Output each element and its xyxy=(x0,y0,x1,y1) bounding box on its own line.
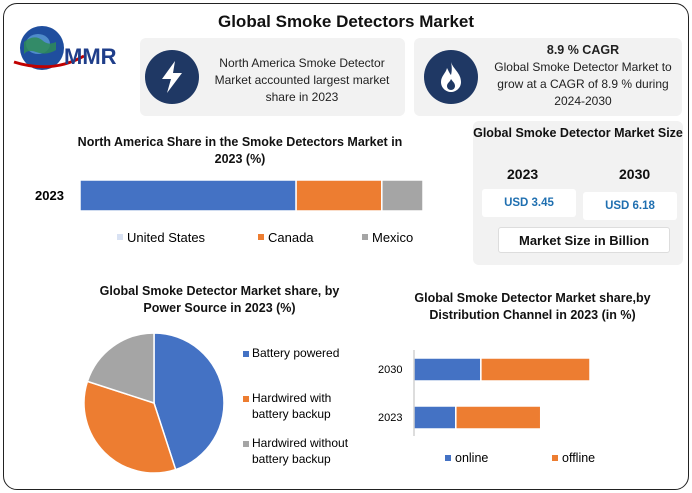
chart3-title: Global Smoke Detector Market share,by Di… xyxy=(414,291,651,322)
value-2023: USD 3.45 xyxy=(482,189,576,217)
chart1-legend-label-0: United States xyxy=(127,230,206,245)
year-2030-label: 2030 xyxy=(619,166,651,182)
year-2023-label: 2023 xyxy=(507,166,539,182)
chart2-legend-label-0: Battery powered xyxy=(252,346,339,360)
cagr-card: 8.9 % CAGR Global Smoke Detector Market … xyxy=(414,38,682,116)
chart3-category-label-2023: 2023 xyxy=(378,412,402,424)
chart2-legend-label-1-line2: battery backup xyxy=(252,407,331,421)
flame-icon xyxy=(424,50,478,104)
chart1-category-label: 2023 xyxy=(35,188,64,203)
chart2-slice-0 xyxy=(153,332,225,471)
chart1-bar-united-states xyxy=(79,179,297,212)
mmr-logo: MMR xyxy=(13,26,117,70)
chart3-bar-2030-offline xyxy=(480,357,591,382)
chart1-legend-swatch-0 xyxy=(117,234,123,240)
chart2-legend-swatch-2 xyxy=(243,441,249,447)
north-america-card: North America Smoke Detector Market acco… xyxy=(140,38,405,116)
chart2-slice-1 xyxy=(83,380,177,474)
chart1-legend-label-1: Canada xyxy=(268,230,314,245)
chart2-legend-swatch-0 xyxy=(243,351,249,357)
chart2-legend-label-2: Hardwired without xyxy=(252,436,349,450)
chart1-title: North America Share in the Smoke Detecto… xyxy=(77,135,403,166)
chart3-bar-2030-online xyxy=(413,357,482,382)
cagr-text-block: 8.9 % CAGR Global Smoke Detector Market … xyxy=(490,42,676,110)
chart3-legend-label-0: online xyxy=(455,451,488,465)
chart3-bar-2023-offline xyxy=(455,405,542,430)
chart1-legend-swatch-1 xyxy=(258,234,264,240)
chart3-legend-swatch-1 xyxy=(552,455,558,461)
lightning-icon xyxy=(145,50,199,104)
chart2-legend-swatch-1 xyxy=(243,396,249,402)
cagr-text: Global Smoke Detector Market to grow at … xyxy=(494,60,672,108)
north-america-text: North America Smoke Detector Market acco… xyxy=(214,56,390,104)
page-title: Global Smoke Detectors Market xyxy=(217,12,475,31)
market-size-title: Global Smoke Detector Market Size xyxy=(473,126,683,140)
chart3-category-label-2030: 2030 xyxy=(378,364,402,376)
chart1-legend-label-2: Mexico xyxy=(372,230,413,245)
chart3-bar-2023-online xyxy=(413,405,457,430)
value-2030: USD 6.18 xyxy=(583,192,677,220)
chart1-bar-mexico xyxy=(381,179,424,212)
chart2-slice-2 xyxy=(86,332,155,405)
chart3-legend-swatch-0 xyxy=(445,455,451,461)
market-size-unit: Market Size in Billion xyxy=(498,227,670,253)
cagr-headline: 8.9 % CAGR xyxy=(546,43,620,57)
chart1-legend-swatch-2 xyxy=(362,234,368,240)
chart2-title: Global Smoke Detector Market share, by P… xyxy=(99,284,340,315)
logo-text: MMR xyxy=(64,44,117,69)
chart2-legend-label-2-line2: battery backup xyxy=(252,452,331,466)
chart3-legend-label-1: offline xyxy=(562,451,595,465)
chart2-legend-label-1: Hardwired with xyxy=(252,391,331,405)
market-size-card: Global Smoke Detector Market Size 2023 2… xyxy=(473,121,683,265)
chart1-bar-canada xyxy=(295,179,383,212)
